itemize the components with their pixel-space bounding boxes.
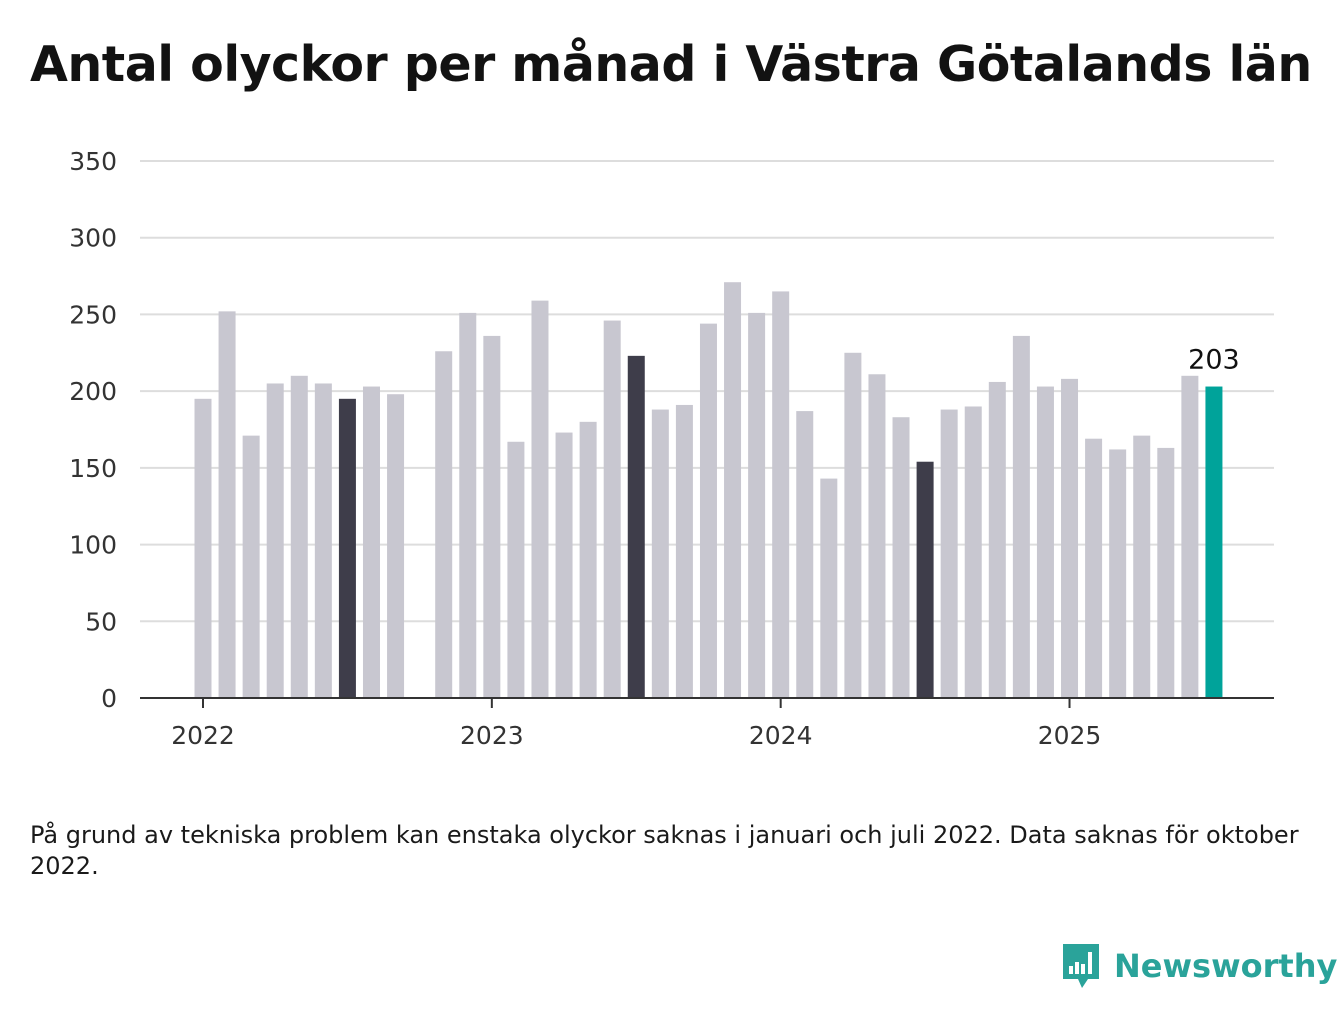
- y-tick-label: 0: [101, 684, 117, 713]
- bar-2022-12: [459, 312, 477, 698]
- bar-2025-07: [1205, 386, 1223, 698]
- bar-2024-02: [796, 411, 814, 698]
- bar-2023-10: [699, 323, 717, 698]
- bar-2022-09: [387, 394, 405, 698]
- bar-2024-03: [820, 478, 838, 698]
- bar-2024-10: [988, 381, 1006, 698]
- x-axis: 2022 2023 2024 2025: [171, 698, 1101, 750]
- bar-2023-02: [507, 441, 525, 698]
- x-tick-label: 2025: [1038, 721, 1102, 750]
- chart-title: Antal olyckor per månad i Västra Götalan…: [30, 36, 1312, 93]
- bar-2024-06: [892, 417, 910, 698]
- newsworthy-logo[interactable]: Newsworthy: [1060, 940, 1337, 992]
- bar-2022-05: [290, 375, 308, 698]
- bar-2023-04: [555, 432, 573, 698]
- bar-2024-12: [1036, 386, 1054, 698]
- bar-2024-11: [1012, 335, 1030, 698]
- bar-2023-01: [483, 335, 501, 698]
- x-tick-label: 2024: [749, 721, 813, 750]
- y-tick-label: 250: [69, 300, 117, 329]
- bar-2025-05: [1157, 447, 1175, 698]
- bars: [194, 282, 1223, 698]
- x-tick-label: 2023: [460, 721, 524, 750]
- y-tick-label: 100: [69, 531, 117, 560]
- bar-2022-01: [194, 398, 212, 698]
- bar-2024-05: [868, 374, 886, 698]
- bar-2024-08: [940, 409, 958, 698]
- bar-2022-03: [242, 435, 260, 698]
- bar-2025-04: [1133, 435, 1151, 698]
- y-tick-label: 200: [69, 377, 117, 406]
- bar-2023-08: [651, 409, 669, 698]
- bar-2025-02: [1085, 438, 1103, 698]
- newsworthy-logo-icon: [1063, 944, 1099, 988]
- bar-2024-07: [916, 461, 934, 698]
- bar-2022-08: [362, 386, 380, 698]
- y-tick-label: 350: [69, 147, 117, 176]
- bar-2022-04: [266, 383, 284, 698]
- bar-2023-03: [531, 300, 549, 698]
- bar-2023-09: [675, 404, 693, 698]
- y-tick-label: 150: [69, 454, 117, 483]
- y-tick-label: 300: [69, 224, 117, 253]
- bar-2022-07: [338, 398, 356, 698]
- y-tick-label: 50: [85, 607, 117, 636]
- x-tick-label: 2022: [171, 721, 235, 750]
- bar-2023-11: [724, 282, 742, 698]
- bar-2022-06: [314, 383, 332, 698]
- bar-2025-01: [1061, 378, 1079, 698]
- bar-2023-06: [603, 320, 621, 698]
- bar-2024-01: [772, 291, 790, 698]
- bar-2025-06: [1181, 375, 1199, 698]
- bar-2024-04: [844, 352, 862, 698]
- bar-2023-12: [748, 312, 766, 698]
- latest-value-label: 203: [1188, 345, 1240, 376]
- footnote: På grund av tekniska problem kan enstaka…: [30, 821, 1299, 880]
- bar-2025-03: [1109, 449, 1127, 698]
- bar-2024-09: [964, 406, 982, 698]
- y-axis: 0 50 100 150 200 250 300 350: [69, 147, 117, 713]
- bar-chart: 0 50 100 150 200 250 300 350 2022 2023 2024 2025 2…: [69, 147, 1274, 750]
- bar-2022-02: [218, 311, 236, 698]
- bar-2023-05: [579, 421, 597, 698]
- bar-2022-11: [435, 351, 453, 698]
- bar-2023-07: [627, 355, 645, 698]
- brand-name: Newsworthy: [1114, 947, 1338, 985]
